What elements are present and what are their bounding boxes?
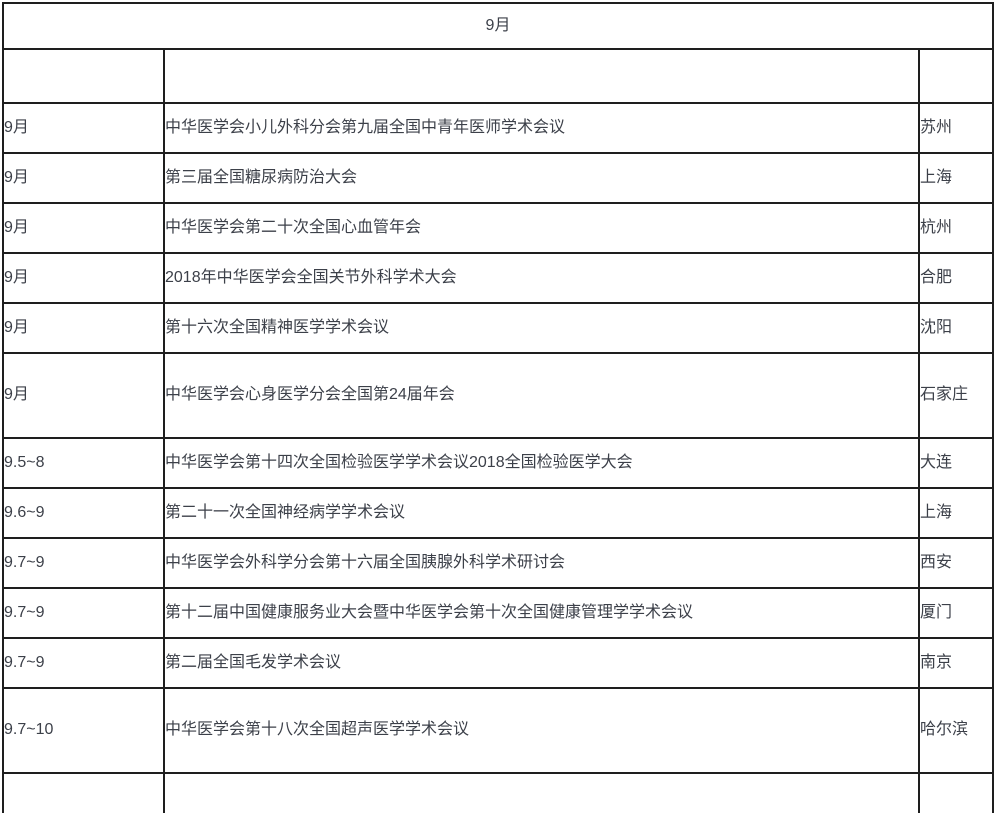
month-title: 9月	[2, 2, 994, 50]
empty-header-row	[2, 48, 994, 104]
event-cell: 中华医学会心身医学分会全国第24届年会	[163, 352, 920, 439]
date-cell: 9.7~9	[2, 637, 165, 689]
city-cell: 大连	[918, 437, 994, 489]
table-row: 9月 中华医学会第二十次全国心血管年会 杭州	[2, 202, 994, 254]
event-cell: 中华医学会第二十次全国心血管年会	[163, 202, 920, 254]
city-cell: 哈尔滨	[918, 687, 994, 774]
table-row: 9月 2018年中华医学会全国关节外科学术大会 合肥	[2, 252, 994, 304]
table-row: 9.6~9 第二十一次全国神经病学学术会议 上海	[2, 487, 994, 539]
event-cell: 中华医学会小儿外科分会第九届全国中青年医师学术会议	[163, 102, 920, 154]
event-cell: 第二届全国毛发学术会议	[163, 637, 920, 689]
date-cell: 9月	[2, 102, 165, 154]
event-cell: 第十六次全国精神医学学术会议	[163, 302, 920, 354]
city-cell	[918, 772, 994, 813]
event-cell: 第三届全国糖尿病防治大会	[163, 152, 920, 204]
date-cell: 9月	[2, 302, 165, 354]
event-cell: 第二十一次全国神经病学学术会议	[163, 487, 920, 539]
city-cell: 沈阳	[918, 302, 994, 354]
date-cell: 9月	[2, 202, 165, 254]
date-cell: 9.6~9	[2, 487, 165, 539]
event-cell: 中华医学会第十八次全国超声医学学术会议	[163, 687, 920, 774]
table-row: 9月 第十六次全国精神医学学术会议 沈阳	[2, 302, 994, 354]
date-cell: 9月	[2, 352, 165, 439]
table-row: 9月 第三届全国糖尿病防治大会 上海	[2, 152, 994, 204]
date-cell: 9月	[2, 252, 165, 304]
date-cell: 9月	[2, 152, 165, 204]
city-cell: 合肥	[918, 252, 994, 304]
city-cell: 西安	[918, 537, 994, 589]
table-row: 9.5~8 中华医学会第十四次全国检验医学学术会议2018全国检验医学大会 大连	[2, 437, 994, 489]
table-row: 9.7~9 中华医学会外科学分会第十六届全国胰腺外科学术研讨会 西安	[2, 537, 994, 589]
event-cell: 第十二届中国健康服务业大会暨中华医学会第十次全国健康管理学学术会议	[163, 587, 920, 639]
city-cell: 苏州	[918, 102, 994, 154]
table-row: 9月 中华医学会心身医学分会全国第24届年会 石家庄	[2, 352, 994, 439]
date-cell: 9.7~10	[2, 687, 165, 774]
table-row: 9月 中华医学会小儿外科分会第九届全国中青年医师学术会议 苏州	[2, 102, 994, 154]
city-cell: 厦门	[918, 587, 994, 639]
table-row: 9.7~9 第二届全国毛发学术会议 南京	[2, 637, 994, 689]
month-title-row: 9月	[2, 2, 994, 50]
city-cell: 石家庄	[918, 352, 994, 439]
date-cell: 9.7~9	[2, 587, 165, 639]
date-cell: 9.5~8	[2, 437, 165, 489]
table-row: 9.7~9 第十二届中国健康服务业大会暨中华医学会第十次全国健康管理学学术会议 …	[2, 587, 994, 639]
event-cell: 中华医学会外科学分会第十六届全国胰腺外科学术研讨会	[163, 537, 920, 589]
city-column-header	[918, 48, 994, 104]
city-cell: 南京	[918, 637, 994, 689]
clipped-bottom-row	[2, 772, 994, 813]
event-cell: 中华医学会第十四次全国检验医学学术会议2018全国检验医学大会	[163, 437, 920, 489]
date-column-header	[2, 48, 165, 104]
event-cell: 2018年中华医学会全国关节外科学术大会	[163, 252, 920, 304]
date-cell: 9.7~9	[2, 537, 165, 589]
city-cell: 杭州	[918, 202, 994, 254]
table-row: 9.7~10 中华医学会第十八次全国超声医学学术会议 哈尔滨	[2, 687, 994, 774]
date-cell	[2, 772, 165, 813]
city-cell: 上海	[918, 152, 994, 204]
city-cell: 上海	[918, 487, 994, 539]
event-cell	[163, 772, 920, 813]
event-column-header	[163, 48, 920, 104]
